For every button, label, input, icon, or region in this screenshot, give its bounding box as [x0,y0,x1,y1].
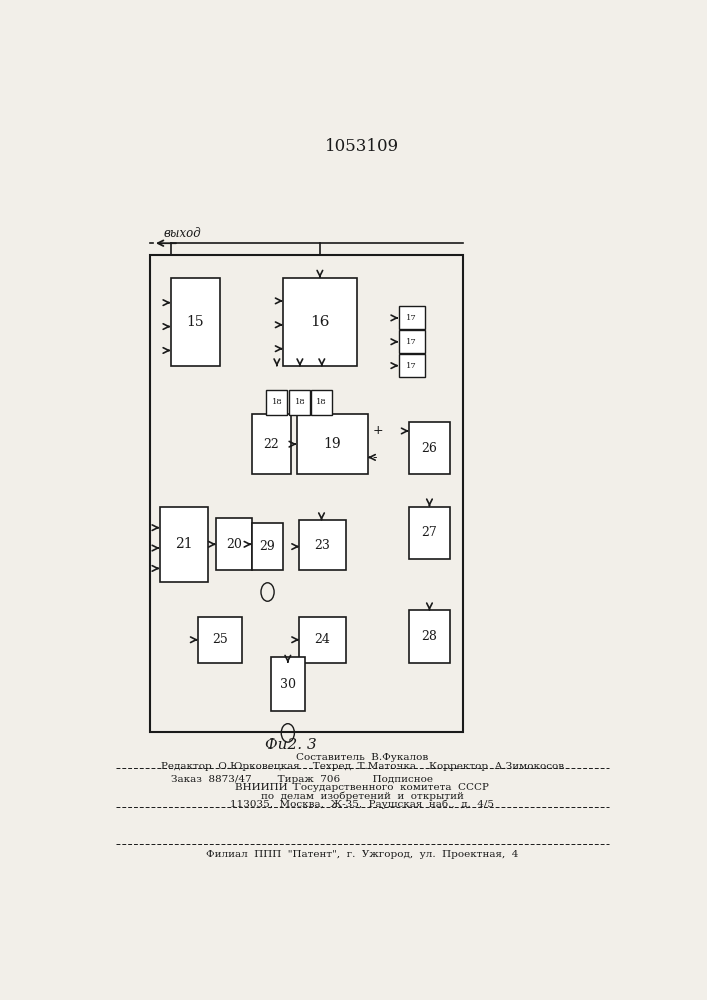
Text: 17: 17 [407,314,417,322]
Text: 20: 20 [226,538,242,551]
Text: Заказ  8873/47        Тираж  706          Подписное: Заказ 8873/47 Тираж 706 Подписное [170,775,433,784]
Bar [160,507,208,582]
Text: 26: 26 [421,442,438,455]
Text: Фu2. 3: Фu2. 3 [265,738,317,752]
Text: Филиал  ППП  "Патент",  г.  Ужгород,  ул.  Проектная,  4: Филиал ППП "Патент", г. Ужгород, ул. Про… [206,850,518,859]
Bar [311,390,332,415]
Text: 19: 19 [323,437,341,451]
Text: 15: 15 [187,315,204,329]
Bar [299,617,346,663]
Bar [409,422,450,474]
Text: 18: 18 [271,398,282,406]
Bar [297,414,368,474]
Text: +: + [372,424,382,437]
Bar [409,507,450,559]
Bar [198,617,242,663]
Text: по  делам  изобретений  и  открытий: по делам изобретений и открытий [261,791,464,801]
Bar [267,390,287,415]
Bar [283,278,357,366]
Text: Редактор  О.Юрковецкая    Техред  Т.Маточка    Корректор  А.Зимокосов: Редактор О.Юрковецкая Техред Т.Маточка К… [160,762,564,771]
Text: 18: 18 [317,398,327,406]
Text: выход: выход [164,227,201,240]
Text: 24: 24 [315,633,331,646]
Bar [271,657,305,711]
Text: 21: 21 [175,537,192,551]
Bar [299,520,346,570]
Text: 29: 29 [259,540,276,553]
Bar [252,523,284,570]
Text: 30: 30 [280,678,296,691]
Bar [409,610,450,663]
Bar [170,278,220,366]
Bar [289,390,310,415]
Bar [150,255,463,732]
Text: -: - [372,451,377,464]
Bar [260,383,339,423]
Bar [399,306,425,329]
Bar [391,297,443,388]
Text: 17: 17 [407,338,417,346]
Text: Составитель  В.Фукалов: Составитель В.Фукалов [296,753,428,762]
Text: 16: 16 [310,315,329,329]
Text: 22: 22 [264,438,279,451]
Text: 27: 27 [421,526,438,539]
Text: 25: 25 [212,633,228,646]
Text: 28: 28 [421,630,438,643]
Text: ВНИИПИ  Государственного  комитета  СССР: ВНИИПИ Государственного комитета СССР [235,783,489,792]
Bar [252,414,291,474]
Bar [216,518,252,570]
Text: 17: 17 [407,362,417,370]
Text: 113035,  Москва,  Ж-35,  Раушская  наб.,  д.  4/5: 113035, Москва, Ж-35, Раушская наб., д. … [230,800,494,809]
Text: 23: 23 [315,539,331,552]
Text: 1053109: 1053109 [325,138,399,155]
Text: 18: 18 [295,398,305,406]
Bar [399,354,425,377]
Bar [399,330,425,353]
